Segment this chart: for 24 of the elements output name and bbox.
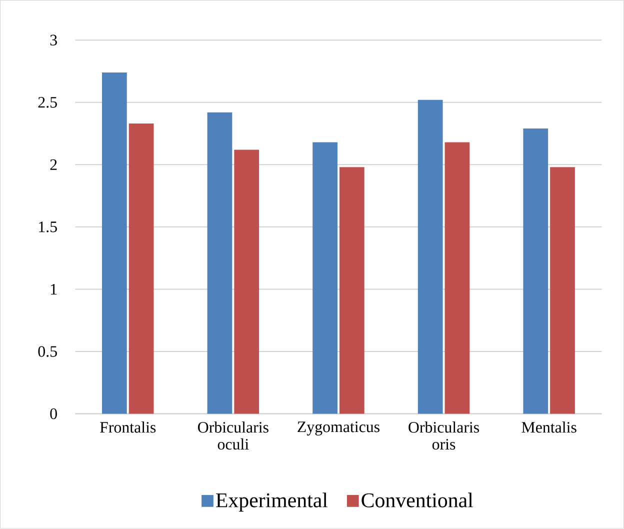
- y-tick-label: 3: [50, 34, 57, 46]
- x-tick-label: Orbicularis oris: [408, 422, 480, 450]
- bar: [523, 128, 548, 414]
- legend-label: Conventional: [362, 492, 473, 508]
- bar: [312, 142, 338, 414]
- y-tick-label: 2.5: [38, 97, 57, 108]
- bar: [418, 100, 443, 414]
- x-tick-label: Frontalis: [100, 422, 156, 433]
- bar: [550, 167, 575, 414]
- y-tick-label: 2: [50, 160, 57, 170]
- y-tick-label: 0: [50, 408, 57, 420]
- bar: [234, 150, 260, 414]
- y-tick-label: 0.5: [38, 346, 57, 358]
- bar: [339, 167, 364, 414]
- bar: [128, 124, 154, 414]
- x-tick-label: Zygomaticus: [298, 422, 380, 436]
- y-tick-label: 1.5: [39, 222, 57, 232]
- y-tick-label: 1: [50, 284, 57, 295]
- x-tick-label: Mentalis: [522, 422, 576, 433]
- bar: [207, 112, 232, 414]
- legend-label: Experimental: [216, 492, 328, 512]
- x-tick-label: Orbicularis oculi: [198, 422, 268, 450]
- bar: [444, 142, 470, 414]
- bar: [102, 72, 127, 414]
